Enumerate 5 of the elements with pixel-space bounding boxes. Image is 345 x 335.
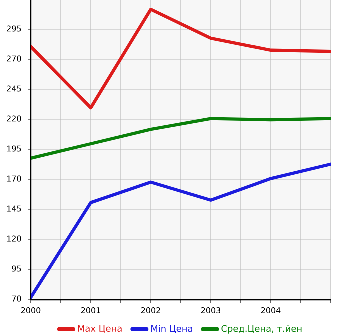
line-series xyxy=(31,8,332,110)
legend-label: Сред.Цена, т.йен xyxy=(222,325,302,334)
legend-label: Max Цена xyxy=(78,325,122,334)
line-series xyxy=(31,117,332,160)
legend-label: Min Цена xyxy=(152,325,192,334)
